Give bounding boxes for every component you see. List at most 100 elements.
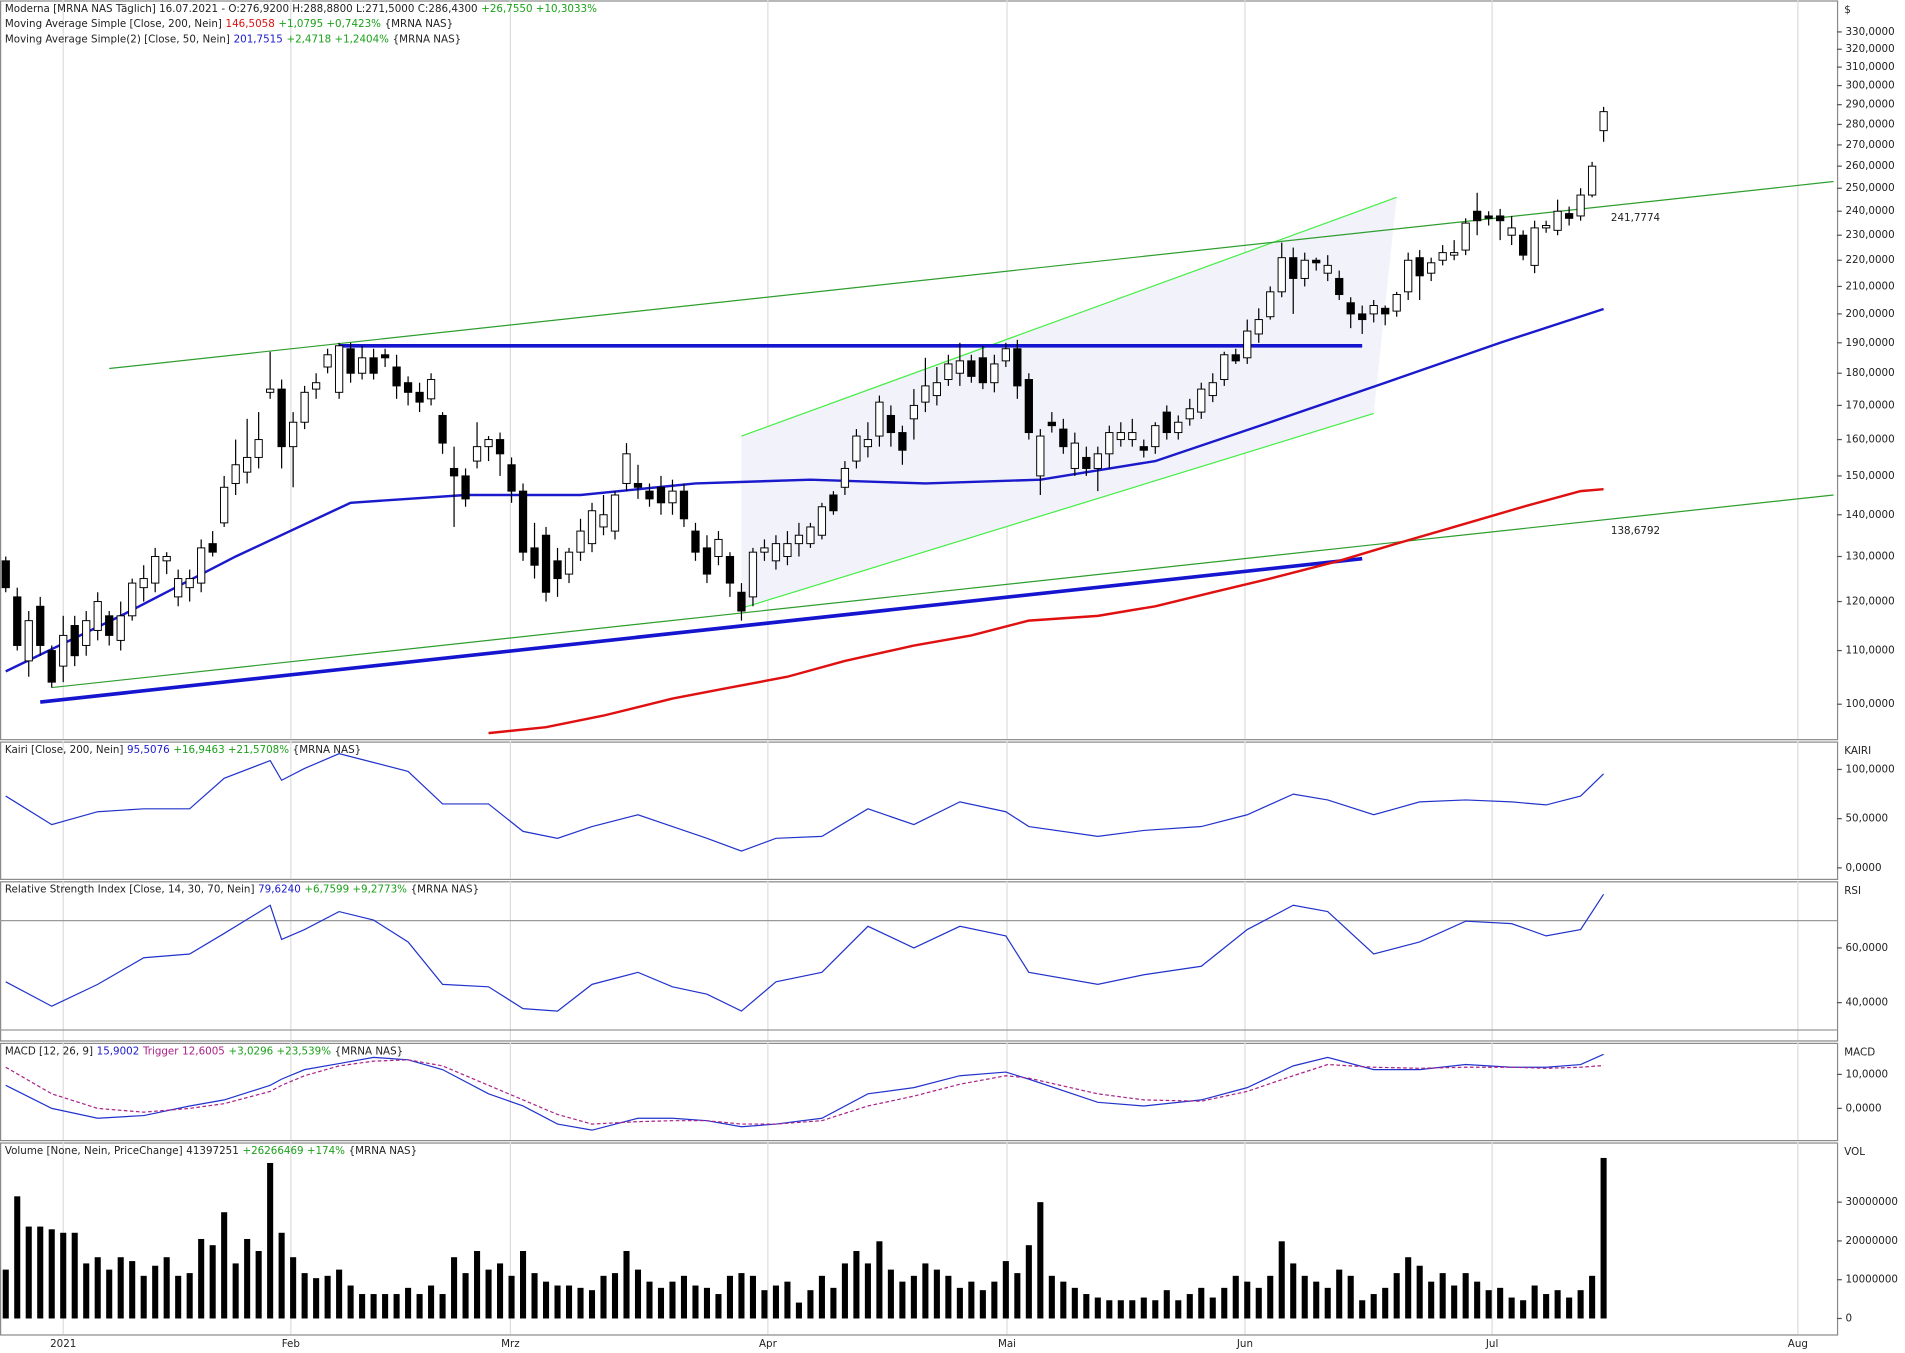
volume-bar (1543, 1294, 1550, 1319)
y-tick-label: 100,0000 (1845, 763, 1894, 775)
candle-body (47, 650, 56, 683)
candle-body (426, 379, 436, 400)
candle-body (783, 543, 792, 557)
panel-header: Moving Average Simple(2) [Close, 50, Nei… (5, 33, 461, 45)
candle-body (541, 534, 551, 593)
candle-body (1392, 294, 1401, 312)
header-part: Volume [None, Nein, PriceChange] (5, 1145, 183, 1157)
header-part: {MRNA NAS} (411, 884, 480, 896)
header-part: {MRNA NAS} (293, 744, 362, 756)
candle-body (185, 578, 194, 589)
header-part: Trigger (142, 1045, 179, 1057)
candle-body (530, 547, 539, 566)
candle-body (438, 414, 447, 444)
candle-body (921, 385, 930, 403)
volume-bar (1025, 1245, 1032, 1319)
volume-bar (669, 1281, 676, 1319)
candle-body (817, 506, 827, 536)
candle-body (116, 615, 125, 641)
volume-bar (1175, 1300, 1182, 1319)
y-tick-label: 120,0000 (1845, 596, 1894, 608)
volume-bar (94, 1257, 101, 1319)
candle-body (806, 526, 815, 545)
volume-bar (1405, 1257, 1412, 1319)
x-tick-label: Apr (759, 1338, 778, 1350)
candle-body (1553, 210, 1562, 231)
y-tick-label: 200,0000 (1845, 308, 1894, 320)
line-value-label: 241,7774 (1611, 212, 1660, 224)
candle-body (1277, 257, 1286, 293)
volume-bar (1462, 1273, 1469, 1319)
volume-bar (25, 1226, 32, 1319)
volume-bar (841, 1263, 848, 1319)
candle-body (1346, 302, 1355, 315)
candle-body (174, 578, 183, 598)
volume-bar (1336, 1269, 1343, 1319)
header-part: {MRNA NAS} (385, 18, 454, 30)
volume-bar (692, 1285, 699, 1319)
volume-bar (807, 1290, 814, 1319)
candle-body (1530, 227, 1539, 266)
candle-body (151, 556, 160, 584)
candle-body (1541, 225, 1551, 229)
volume-bar (979, 1290, 986, 1319)
volume-bar (474, 1251, 481, 1319)
volume-bar (830, 1287, 837, 1319)
header-part: Moving Average Simple [Close, 200, Nein] (5, 18, 222, 30)
volume-bar (634, 1269, 642, 1319)
candle-body (909, 404, 919, 420)
volume-bar (1485, 1290, 1492, 1319)
y-tick-label: 240,0000 (1845, 205, 1894, 217)
candle-body (829, 494, 838, 512)
candle-body (840, 467, 850, 488)
candle-body (691, 530, 700, 553)
candle-body (1001, 348, 1010, 362)
candle-body (1438, 252, 1447, 261)
header-part: 12,6005 (182, 1045, 225, 1057)
volume-bar (1163, 1290, 1170, 1319)
indicator-line (5, 753, 1605, 852)
y-tick-label: 40,0000 (1845, 997, 1888, 1009)
volume-bar (1451, 1285, 1458, 1319)
candle-body (518, 490, 528, 553)
candle-body (220, 486, 229, 524)
candle-body (323, 354, 332, 368)
volume-bar (1094, 1297, 1101, 1319)
candle-body (1323, 264, 1332, 274)
candle-body (1507, 227, 1516, 236)
x-tick-label: Jun (1236, 1338, 1253, 1350)
header-part: +26,7550 +10,3033% (481, 3, 597, 15)
volume-bar (497, 1263, 504, 1319)
candle-body (1415, 257, 1424, 277)
candle-body (1369, 305, 1378, 315)
volume-bar (209, 1245, 216, 1319)
volume-bar (1290, 1263, 1297, 1319)
volume-bar (703, 1287, 711, 1319)
panel-header: Moderna [MRNA NAS Täglich] 16.07.2021 - … (5, 3, 597, 15)
volume-bar (1221, 1287, 1228, 1319)
candle-body (1139, 446, 1148, 451)
candle-body (1059, 428, 1068, 448)
candle-body (599, 514, 608, 528)
volume-bar (1209, 1297, 1216, 1319)
volume-bar (186, 1273, 193, 1319)
volume-bar (393, 1294, 400, 1319)
candle-body (392, 366, 401, 387)
volume-bar (37, 1226, 44, 1319)
header-part: {MRNA NAS} (349, 1145, 418, 1157)
candle-body (243, 456, 252, 473)
volume-bar (83, 1263, 90, 1319)
panel-frame (0, 1042, 1839, 1142)
candle-body (576, 530, 585, 553)
candle-body (346, 348, 355, 374)
candle-body (1519, 234, 1528, 256)
volume-bar (1186, 1294, 1193, 1319)
volume-bar (657, 1287, 665, 1319)
volume-bar (577, 1287, 584, 1319)
candle-body (1358, 313, 1367, 321)
line-value-label: 138,6792 (1611, 525, 1660, 537)
candle-body (1128, 432, 1137, 441)
candle-body (484, 439, 493, 448)
candle-body (1289, 257, 1298, 279)
volume-bar (48, 1229, 55, 1319)
